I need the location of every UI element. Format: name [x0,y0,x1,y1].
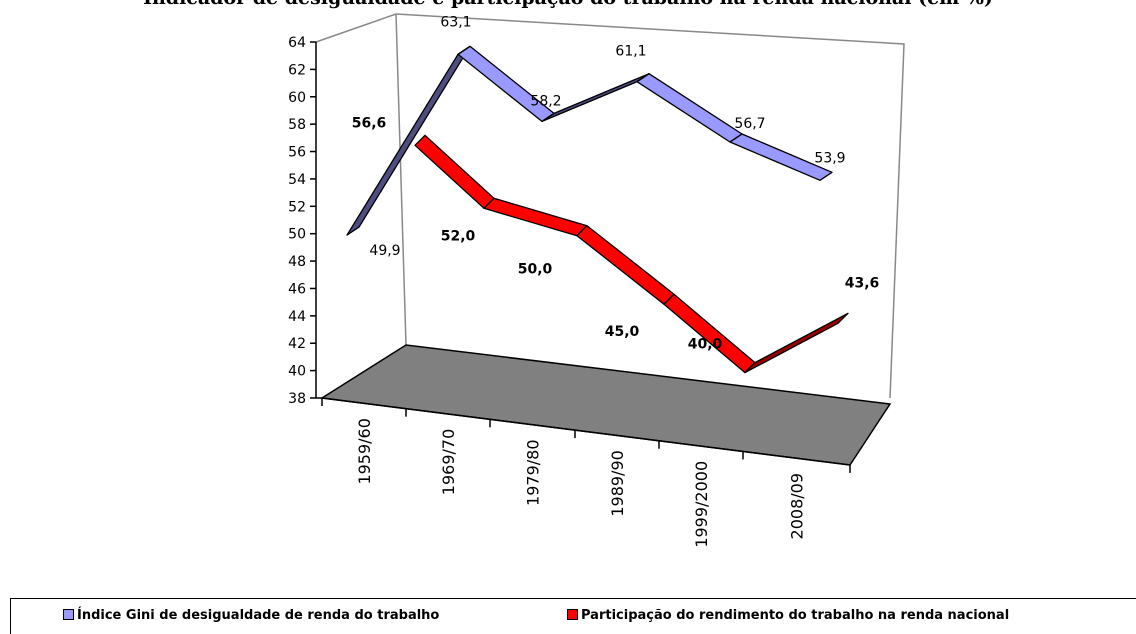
gini-point-2 [457,45,471,55]
share-point-2 [483,197,495,209]
data-label-gini: 61,1 [615,44,646,60]
data-label-gini: 56,7 [734,116,765,132]
x-tick-label: 1969/70 [439,429,458,495]
data-label-gini: 53,9 [814,150,845,166]
y-tick-label: 42 [288,336,306,352]
share-segment-3 [576,225,675,305]
data-label-share: 45,0 [605,324,640,340]
gini-segment-4 [636,73,743,143]
data-label-share: 43,6 [845,275,880,291]
share-segment-5 [744,312,849,374]
share-point-3 [576,225,588,237]
data-label-share: 56,6 [352,115,387,131]
y-tick-label: 58 [288,117,306,133]
x-tick-label: 2008/09 [788,473,807,539]
share-segment-1 [414,134,495,209]
y-tick-label: 48 [288,254,306,270]
y-axis: 64 62 60 58 56 54 52 50 48 46 44 42 40 38 [288,35,317,407]
gini-segment-1 [346,45,471,236]
legend-item-share: Participação do rendimento do trabalho n… [567,608,1009,623]
x-tick-label: 1999/2000 [692,461,711,548]
floor-plane [319,344,892,466]
y-tick-label: 56 [288,145,306,161]
y-tick-label: 46 [288,281,306,297]
wall-vertical-edge [395,13,407,346]
data-label-gini: 58,2 [530,93,561,109]
y-tick-label: 52 [288,199,306,215]
gini-point-4 [636,73,650,83]
y-tick-label: 62 [288,62,306,78]
data-labels: 49,9 63,1 58,2 61,1 56,7 53,9 56,6 52,0 50,0 45,0… [352,14,880,352]
legend-item-gini: Índice Gini de desigualdade de renda do … [63,608,439,623]
chart-floor [319,344,892,466]
legend-label-share: Participação do rendimento do trabalho n… [581,608,1010,623]
y-tick-label: 38 [288,391,306,407]
y-tick-label: 44 [288,309,306,325]
series-gini-ribbon [346,45,833,236]
y-tick-label: 50 [288,227,306,243]
x-axis-line [321,397,851,466]
data-label-gini: 63,1 [440,14,471,30]
y-tick-label: 54 [288,172,306,188]
data-label-share: 50,0 [518,262,553,278]
share-point-4 [663,293,675,305]
share-segment-4 [663,293,756,374]
x-tick-label: 1989/90 [608,450,627,516]
data-label-share: 52,0 [441,228,476,244]
x-axis: 1959/60 1969/70 1979/80 1989/90 1999/2000 200… [316,397,851,548]
legend-swatch-share [567,609,578,620]
legend-label-gini: Índice Gini de desigualdade de renda do … [77,608,440,623]
wall-top-edge [315,13,397,43]
share-segment-2 [483,197,588,237]
legend: Índice Gini de desigualdade de renda do … [10,598,1136,634]
chart-frame [315,13,905,399]
y-tick-label: 64 [288,35,306,51]
data-label-gini: 49,9 [369,243,400,259]
y-tick-label: 40 [288,364,306,380]
legend-swatch-gini [63,609,74,620]
gini-point-5 [729,133,743,143]
series-share-ribbon [414,134,849,374]
gini-point-3 [541,112,555,122]
data-label-share: 40,0 [688,337,723,353]
share-point-5 [744,362,756,374]
x-tick-label: 1979/80 [524,439,543,505]
x-tick-label: 1959/60 [355,418,374,484]
gini-segment-2 [457,45,555,123]
back-wall-edge [395,13,905,399]
chart-title: Indicador de desigualdade e participação… [0,0,1136,9]
y-tick-label: 60 [288,90,306,106]
